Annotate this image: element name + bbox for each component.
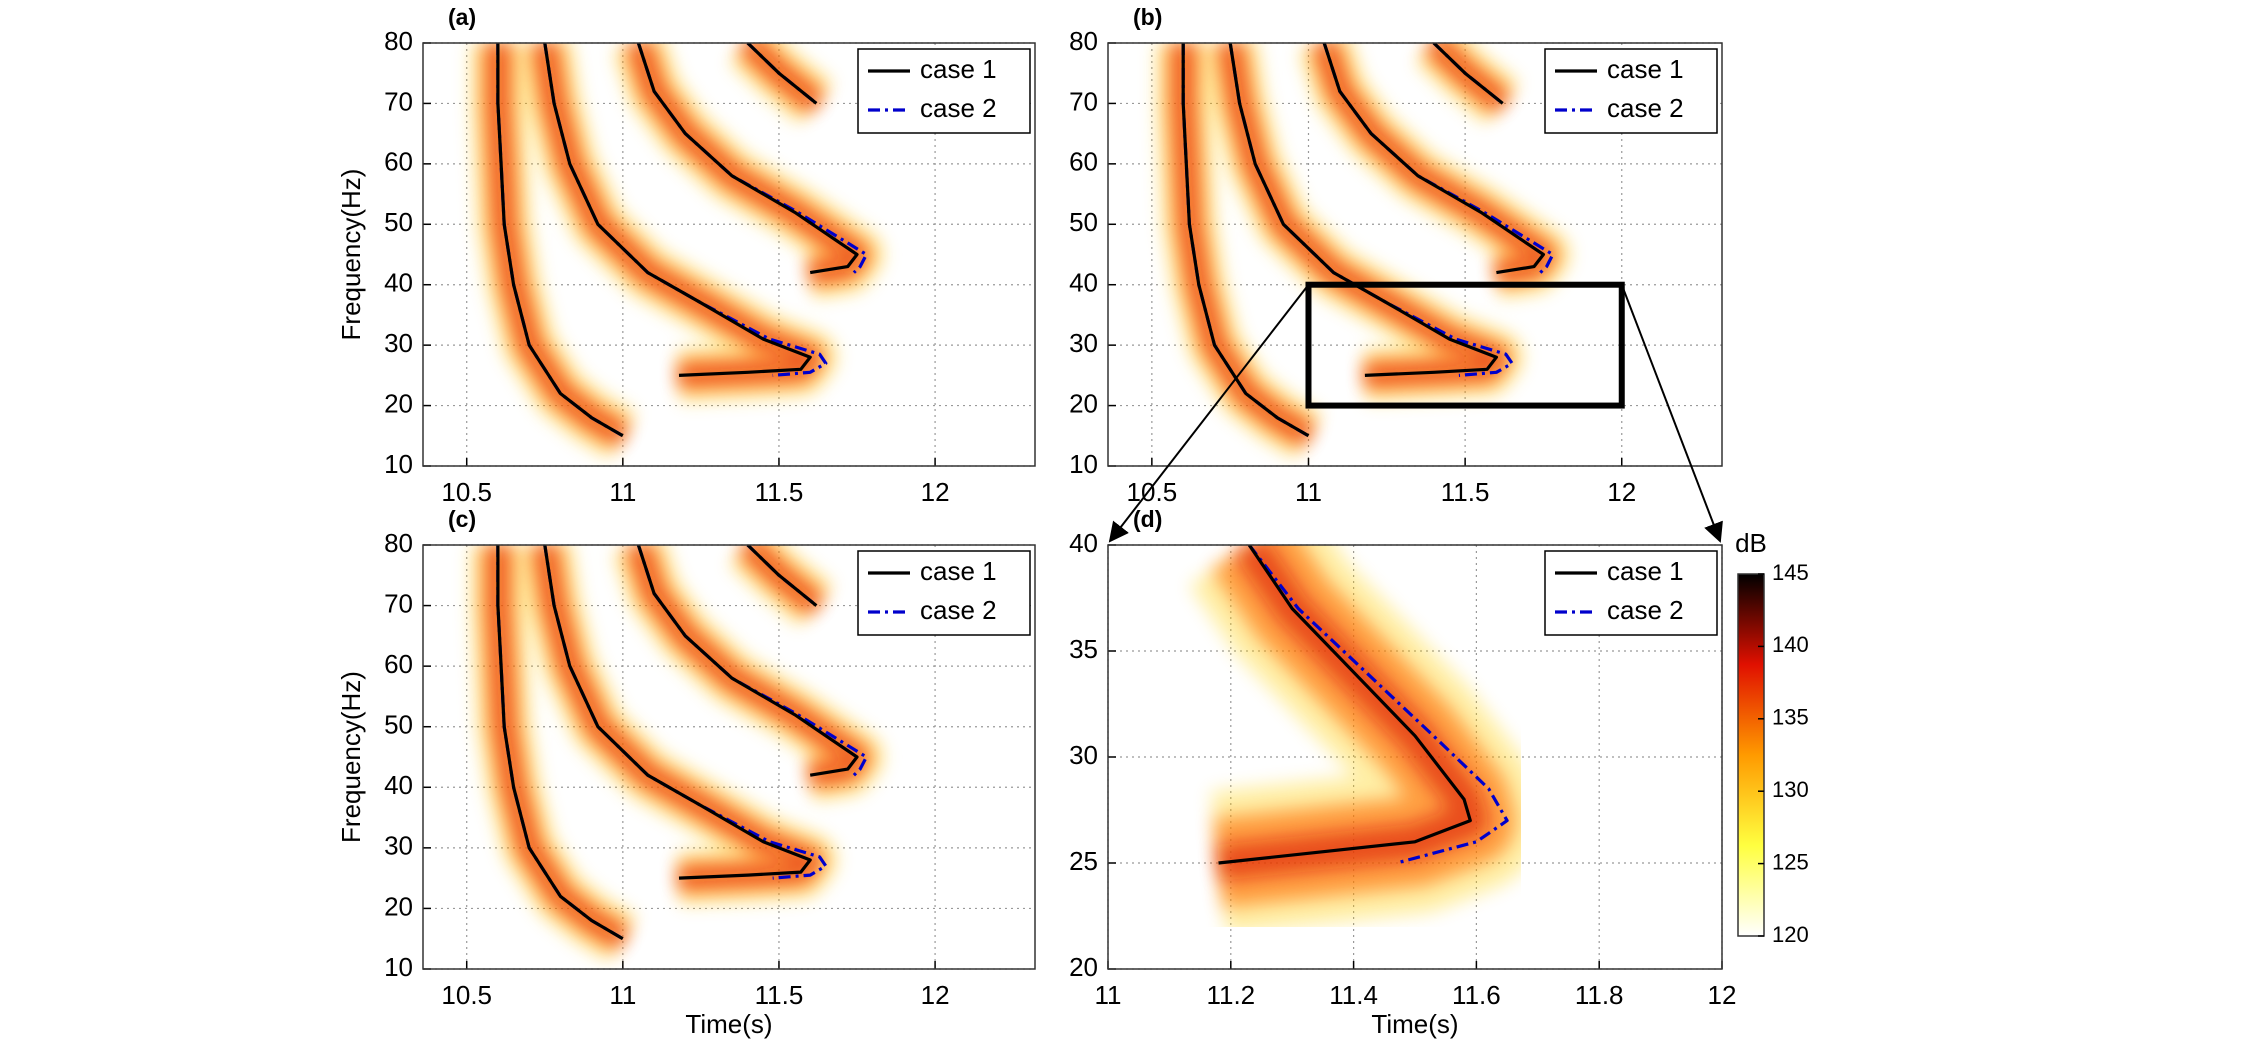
y-tick-label: 80 [384, 528, 413, 558]
series-line [1218, 545, 1472, 865]
plot-frame [1107, 544, 1723, 970]
y-tick-label: 70 [384, 86, 413, 116]
x-axis-label: Time(s) [685, 1009, 772, 1039]
y-tick-label: 60 [384, 649, 413, 679]
legend-label: case 2 [920, 595, 997, 625]
panel: 10.5 11 11.5 12 10 20 30 40 50 60 70 80 case 1 case 2… [336, 4, 1036, 507]
x-tick-label: 12 [1607, 477, 1636, 507]
y-tick-label: 60 [1069, 147, 1098, 177]
panel-title: (a) [448, 4, 476, 30]
x-tick-label: 11.5 [755, 477, 804, 507]
legend-label: case 1 [1607, 556, 1684, 586]
legend-label: case 2 [920, 93, 997, 123]
y-axis-label: Frequency(Hz) [336, 169, 366, 341]
panel-title: (b) [1133, 4, 1162, 30]
plot-content [1156, 43, 1571, 460]
x-tick-label: 11.8 [1575, 980, 1624, 1010]
y-tick-label: 10 [384, 952, 413, 982]
y-tick-label: 10 [1069, 449, 1098, 479]
plot-frame [1107, 42, 1723, 467]
x-axis-label: Time(s) [1371, 1009, 1458, 1039]
series-line [1247, 545, 1509, 865]
x-tick-label: 11.4 [1329, 980, 1378, 1010]
x-tick-label: 12 [1708, 980, 1737, 1010]
legend-label: case 2 [1607, 595, 1684, 625]
legend-box [1544, 550, 1718, 636]
panel: 11 11.2 11.4 11.6 11.8 12 20 25 30 35 40 case 1 case… [1069, 506, 1809, 1039]
colorbar-tick-label: 130 [1772, 777, 1809, 802]
x-tick-label: 11.5 [1441, 477, 1490, 507]
colorbar-tick-label: 120 [1772, 922, 1809, 947]
x-tick-label: 10.5 [441, 980, 492, 1010]
y-tick-label: 50 [1069, 207, 1098, 237]
x-tick-label: 11 [609, 980, 636, 1010]
y-axis-label: Frequency(Hz) [336, 671, 366, 843]
x-tick-label: 10.5 [441, 477, 492, 507]
x-tick-label: 11.5 [755, 980, 804, 1010]
zoom-box [1305, 281, 1625, 409]
y-tick-label: 40 [1069, 268, 1098, 298]
x-tick-label: 11 [609, 477, 636, 507]
y-tick-label: 50 [384, 207, 413, 237]
y-tick-label: 40 [384, 770, 413, 800]
y-tick-label: 70 [1069, 86, 1098, 116]
x-tick-label: 12 [921, 477, 950, 507]
y-tick-label: 80 [1069, 26, 1098, 56]
plot-content [1189, 545, 1543, 935]
zoom-arrow [1108, 284, 1310, 543]
colorbar-tick-label: 125 [1772, 849, 1809, 874]
colorbar-label: dB [1735, 528, 1767, 558]
y-tick-label: 10 [384, 449, 413, 479]
legend-box [857, 550, 1031, 636]
x-tick-label: 11 [1295, 477, 1322, 507]
panel-title: (d) [1133, 506, 1162, 532]
legend-box [1544, 48, 1718, 134]
y-tick-label: 30 [1069, 740, 1098, 770]
y-tick-label: 30 [384, 831, 413, 861]
y-tick-label: 80 [384, 26, 413, 56]
series-line [1181, 43, 1545, 438]
y-tick-label: 70 [384, 588, 413, 618]
y-tick-label: 25 [1069, 846, 1098, 876]
x-tick-label: 10.5 [1127, 477, 1178, 507]
legend-label: case 2 [1607, 93, 1684, 123]
y-tick-label: 60 [384, 147, 413, 177]
y-tick-label: 30 [384, 328, 413, 358]
legend-label: case 1 [920, 54, 997, 84]
plot-content [470, 43, 885, 460]
colorbar-tick-label: 145 [1772, 560, 1809, 585]
series-line [496, 43, 859, 438]
y-tick-label: 30 [1069, 328, 1098, 358]
colorbar-tick-label: 135 [1772, 705, 1809, 730]
x-tick-label: 11 [1095, 980, 1122, 1010]
series-line [496, 545, 859, 941]
y-tick-label: 50 [384, 710, 413, 740]
y-tick-label: 35 [1069, 634, 1098, 664]
y-tick-label: 20 [384, 891, 413, 921]
y-tick-label: 20 [1069, 952, 1098, 982]
colorbar-tick-label: 140 [1772, 632, 1809, 657]
y-tick-label: 20 [1069, 388, 1098, 418]
legend-label: case 1 [1607, 54, 1684, 84]
plot-frame [422, 42, 1036, 467]
plot-content [470, 545, 885, 963]
panel: 10.5 11 11.5 12 10 20 30 40 50 60 70 80 case 1 case 2… [336, 506, 1036, 1039]
x-tick-label: 11.6 [1452, 980, 1501, 1010]
y-tick-label: 20 [384, 388, 413, 418]
legend-box [857, 48, 1031, 134]
panel-title: (c) [448, 506, 476, 532]
x-tick-label: 12 [921, 980, 950, 1010]
panel: 10.5 11 11.5 12 10 20 30 40 50 60 70 80 case 1 case 2… [1069, 4, 1723, 507]
plot-frame [422, 544, 1036, 970]
y-tick-label: 40 [1069, 528, 1098, 558]
y-tick-label: 40 [384, 268, 413, 298]
legend-label: case 1 [920, 556, 997, 586]
colorbar [1737, 573, 1765, 937]
zoom-arrow [1620, 284, 1723, 543]
x-tick-label: 11.2 [1206, 980, 1255, 1010]
